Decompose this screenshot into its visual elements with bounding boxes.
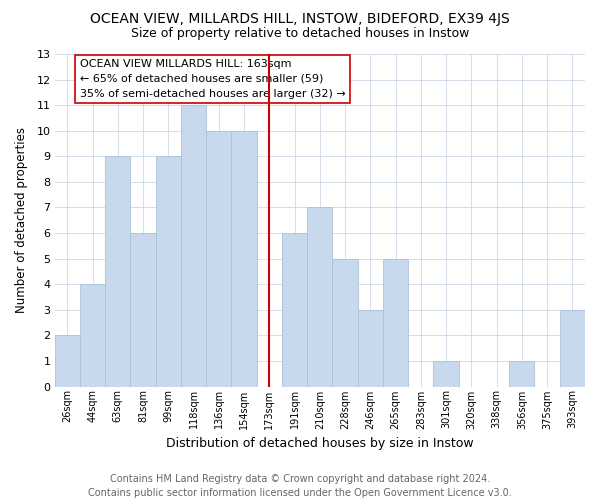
Text: OCEAN VIEW, MILLARDS HILL, INSTOW, BIDEFORD, EX39 4JS: OCEAN VIEW, MILLARDS HILL, INSTOW, BIDEF… [90, 12, 510, 26]
Bar [307, 208, 332, 386]
Text: Contains HM Land Registry data © Crown copyright and database right 2024.
Contai: Contains HM Land Registry data © Crown c… [88, 474, 512, 498]
Bar [509, 361, 535, 386]
X-axis label: Distribution of detached houses by size in Instow: Distribution of detached houses by size … [166, 437, 473, 450]
Bar [55, 336, 80, 386]
Bar [282, 233, 307, 386]
Bar [206, 130, 232, 386]
Bar [232, 130, 257, 386]
Bar [181, 105, 206, 386]
Bar [130, 233, 155, 386]
Bar [433, 361, 459, 386]
Text: Size of property relative to detached houses in Instow: Size of property relative to detached ho… [131, 28, 469, 40]
Bar [155, 156, 181, 386]
Text: OCEAN VIEW MILLARDS HILL: 163sqm
← 65% of detached houses are smaller (59)
35% o: OCEAN VIEW MILLARDS HILL: 163sqm ← 65% o… [80, 59, 346, 98]
Y-axis label: Number of detached properties: Number of detached properties [15, 128, 28, 314]
Bar [332, 258, 358, 386]
Bar [560, 310, 585, 386]
Bar [383, 258, 408, 386]
Bar [105, 156, 130, 386]
Bar [80, 284, 105, 386]
Bar [358, 310, 383, 386]
